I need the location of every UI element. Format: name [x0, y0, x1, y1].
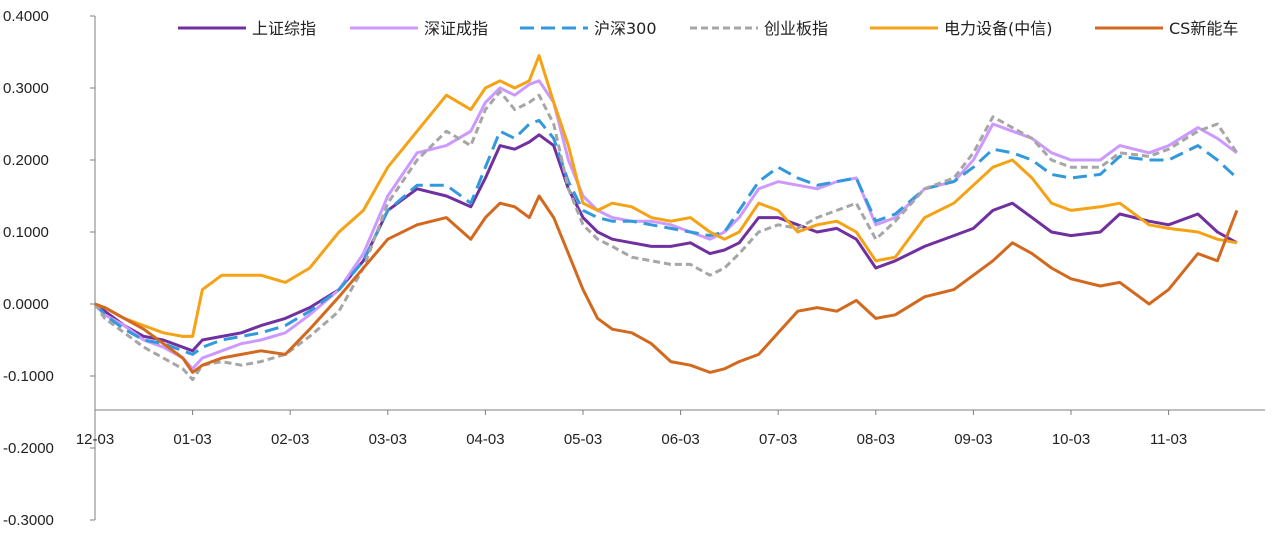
- legend-label: 上证综指: [252, 19, 316, 38]
- x-axis: 12-03 01-03 02-03 03-03 04-03 05-03 06-03 07-03…: [76, 409, 1265, 448]
- legend: 上证综指 深证成指 沪深300 创业板指 电力设备(中信) CS新能车: [178, 19, 1238, 38]
- x-tick-label: 10-03: [1052, 431, 1090, 448]
- y-axis: 0.4000 0.3000 0.2000 0.1000 0.0000 -0.1000 -0.…: [3, 8, 96, 529]
- x-tick-label: 11-03: [1150, 431, 1187, 448]
- x-tick-label: 05-03: [564, 431, 602, 448]
- x-tick-label: 12-03: [76, 431, 114, 448]
- y-tick-label: 0.4000: [3, 8, 49, 25]
- series-line-6: [94, 194, 1239, 374]
- y-tick-label: 0.3000: [3, 80, 49, 97]
- legend-label: 电力设备(中信): [944, 19, 1053, 38]
- legend-label: CS新能车: [1169, 19, 1238, 38]
- x-tick-label: 07-03: [759, 431, 797, 448]
- x-tick-label: 02-03: [271, 431, 309, 448]
- y-tick-label: -0.2000: [3, 440, 54, 457]
- x-tick-label: 03-03: [369, 431, 407, 448]
- x-tick-label: 04-03: [466, 431, 504, 448]
- x-tick-label: 06-03: [661, 431, 699, 448]
- series-lines: [93, 54, 1239, 382]
- y-tick-label: 0.1000: [3, 224, 49, 241]
- y-tick-label: 0.2000: [3, 152, 49, 169]
- legend-label: 沪深300: [594, 19, 657, 38]
- series-line-4: [93, 90, 1239, 382]
- y-tick-label: -0.1000: [3, 368, 54, 385]
- y-tick-label: 0.0000: [3, 296, 49, 313]
- series-line-3: [93, 118, 1238, 356]
- legend-label: 创业板指: [764, 19, 828, 38]
- x-tick-label: 09-03: [954, 431, 992, 448]
- series-line-5: [94, 54, 1238, 338]
- x-tick-label: 08-03: [857, 431, 895, 448]
- series-line-2: [93, 79, 1238, 371]
- y-tick-label: -0.3000: [3, 512, 54, 529]
- x-tick-label: 01-03: [173, 431, 211, 448]
- series-line-1: [94, 133, 1238, 353]
- legend-label: 深证成指: [424, 19, 488, 38]
